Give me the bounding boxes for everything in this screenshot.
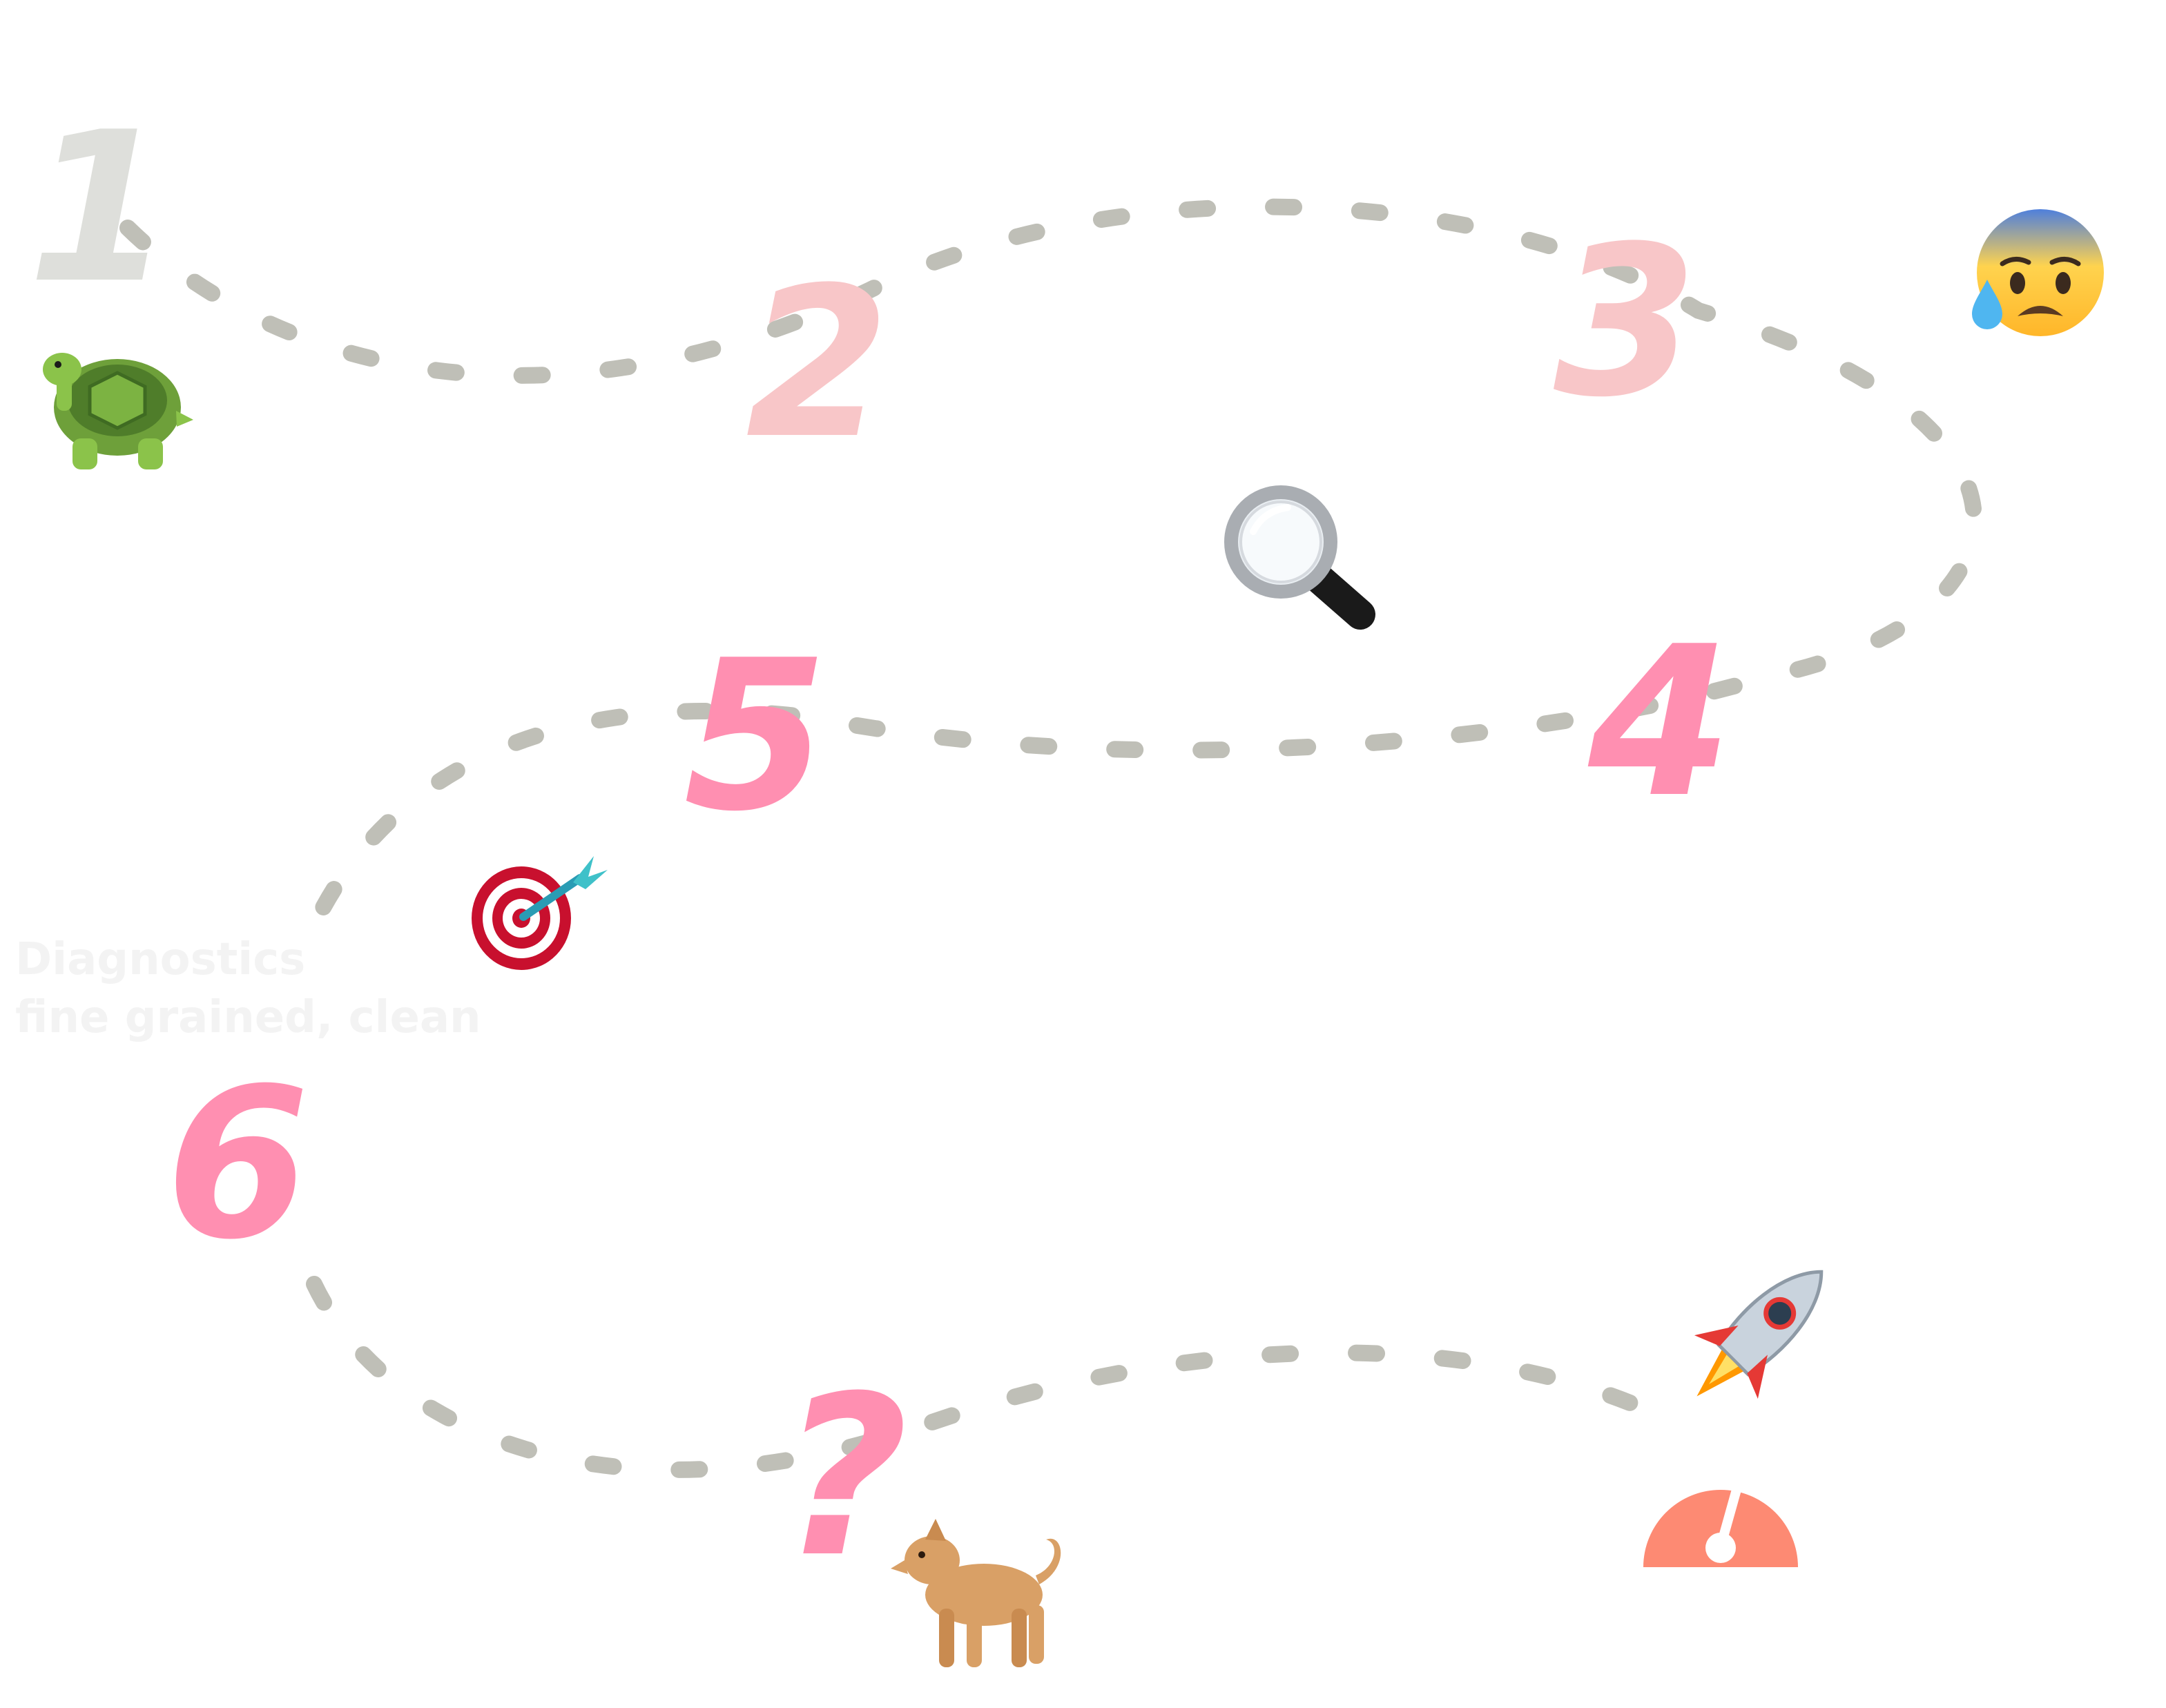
dashed-path (119, 198, 1982, 1478)
step-5: 5 (684, 616, 828, 857)
diagnostics-caption: Diagnostics fine grained, clean (15, 931, 481, 1047)
caption-title: Diagnostics (15, 934, 306, 985)
dog-icon (891, 1519, 1061, 1667)
step-6: 6 (166, 1044, 310, 1285)
anxious-face-icon (1972, 209, 2104, 336)
target-dart-icon (472, 856, 608, 970)
rocket-icon (1694, 1270, 1824, 1399)
magnifying-glass-icon (1224, 485, 1375, 630)
step-3: 3 (1554, 202, 1698, 443)
turtle-icon (43, 353, 193, 469)
gauge-icon (1643, 1473, 1798, 1567)
caption-subtitle: fine grained, clean (15, 992, 481, 1043)
step-2: 2 (746, 243, 890, 484)
step-4: 4 (1585, 602, 1732, 843)
step-1: 1 (28, 88, 172, 329)
step-question: ? (780, 1349, 909, 1606)
